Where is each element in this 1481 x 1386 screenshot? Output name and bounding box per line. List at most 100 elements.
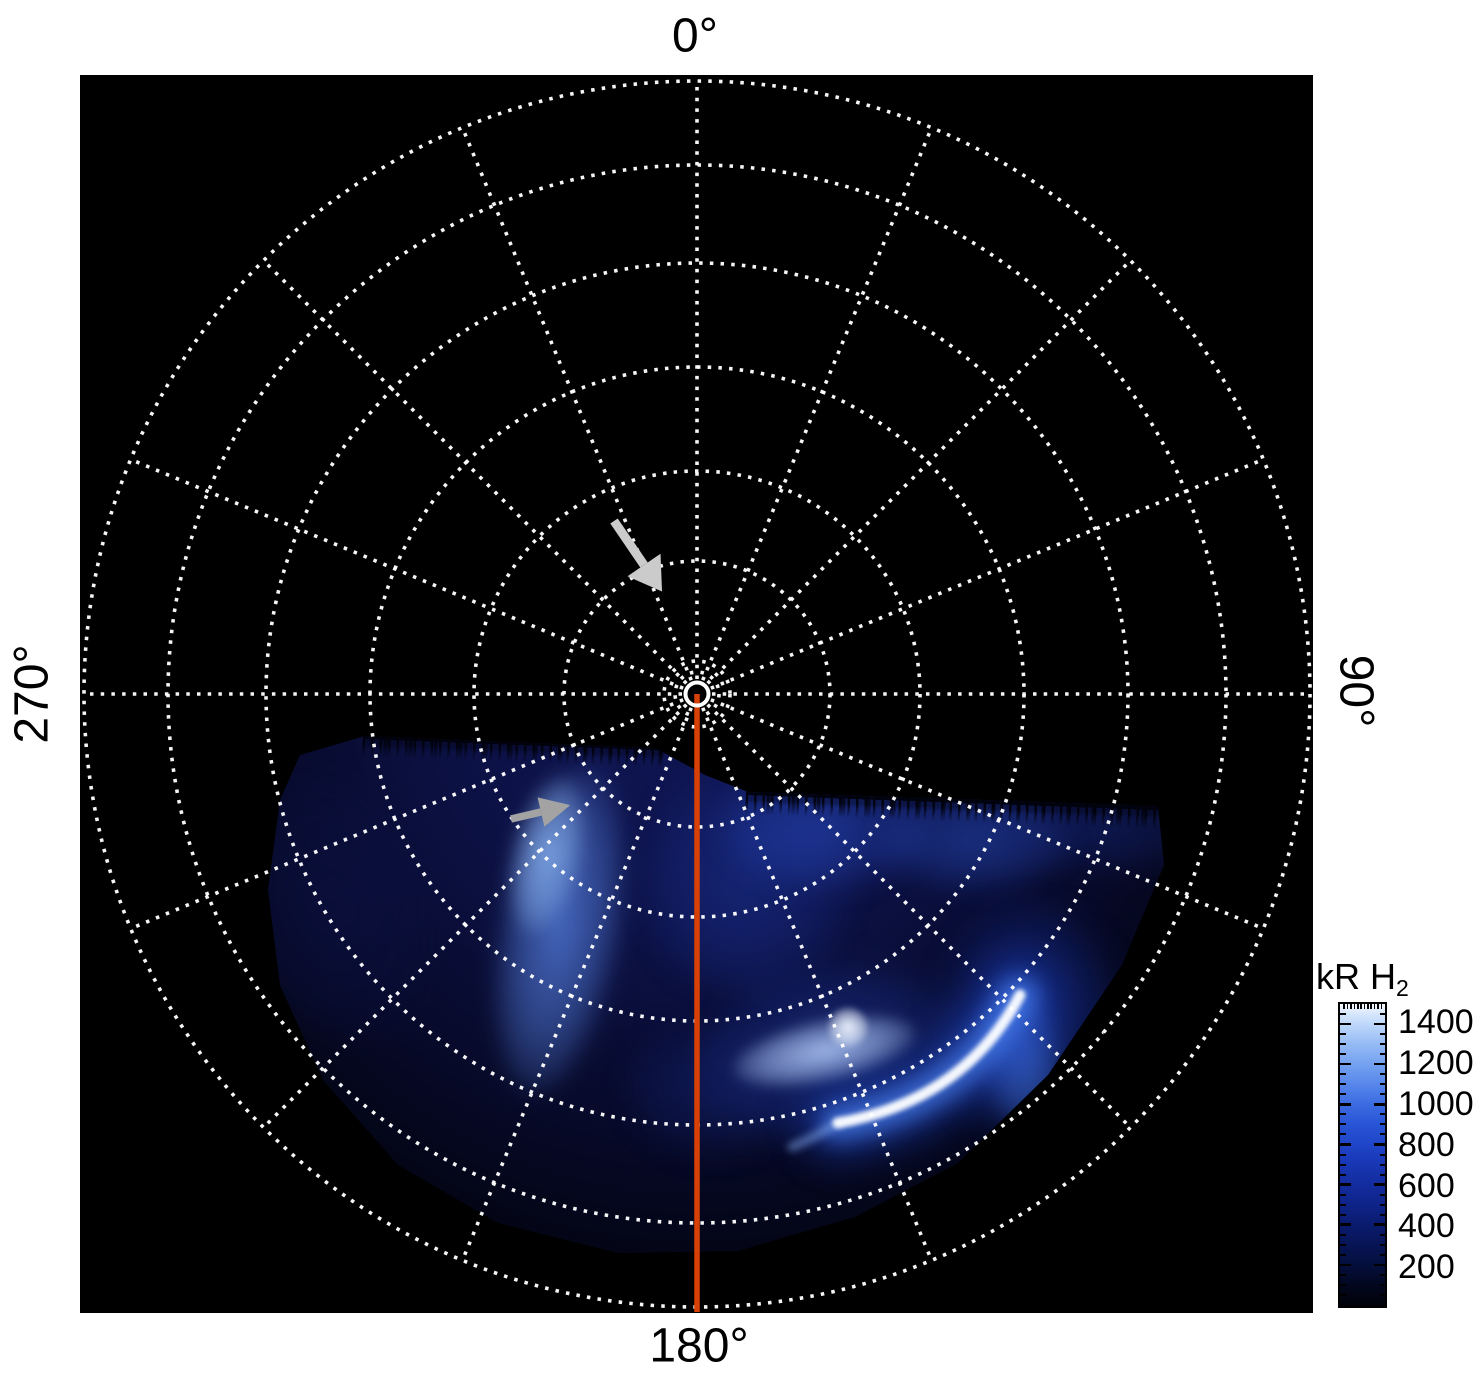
colorbar-tick [1340, 1163, 1346, 1166]
colorbar-tick [1374, 1022, 1385, 1026]
colorbar-tick [1340, 1083, 1346, 1086]
colorbar-tick [1379, 1283, 1385, 1286]
colorbar-tick-label: 200 [1398, 1248, 1455, 1287]
colorbar-tick [1340, 1153, 1346, 1156]
grid-spoke [706, 259, 1132, 685]
colorbar-top-tick [1356, 1004, 1359, 1009]
colorbar-tick [1340, 1183, 1351, 1186]
colorbar-tick [1379, 1013, 1385, 1016]
colorbar-tick [1374, 1183, 1385, 1186]
colorbar-tick [1340, 1243, 1346, 1246]
colorbar-tick [1374, 1062, 1385, 1066]
grid-spoke [460, 707, 693, 1262]
grid-spoke [460, 126, 693, 681]
colorbar-tick [1340, 1273, 1346, 1276]
colorbar-title-main: kR H [1316, 956, 1396, 997]
colorbar-tick [1340, 1013, 1346, 1016]
colorbar-tick [1379, 1273, 1385, 1276]
polar-grid [82, 79, 1312, 1312]
colorbar-tick-label: 1000 [1398, 1085, 1474, 1123]
annotation-arrow-shaft [510, 808, 542, 823]
grid-spoke [129, 457, 684, 690]
colorbar-tick [1379, 1173, 1385, 1176]
colorbar-tick [1379, 1073, 1385, 1076]
colorbar-tick-label: 600 [1398, 1166, 1455, 1205]
colorbar-tick [1379, 1093, 1385, 1096]
colorbar-tick [1379, 1053, 1385, 1056]
colorbar-tick [1379, 1213, 1385, 1216]
colorbar-tick [1340, 1093, 1346, 1096]
colorbar-tick [1340, 1193, 1346, 1196]
colorbar-tick [1340, 1233, 1346, 1236]
colorbar-tick [1374, 1143, 1385, 1146]
grid-spoke [262, 259, 688, 685]
colorbar-tick [1340, 1173, 1346, 1176]
colorbar-top-tick [1373, 1004, 1376, 1009]
colorbar-tick [1340, 1053, 1346, 1056]
colorbar-tick-label: 1200 [1398, 1044, 1474, 1083]
colorbar-tick-label: 1400 [1398, 1003, 1474, 1042]
colorbar-tick [1379, 1293, 1385, 1296]
grid-circle [662, 659, 732, 729]
colorbar-tick [1340, 1263, 1351, 1267]
colorbar-tick [1340, 1253, 1346, 1256]
colorbar-top-tick [1343, 1004, 1345, 1009]
colorbar-top-tick [1367, 1004, 1369, 1009]
annotation-arrow-head [537, 797, 571, 827]
grid-spoke [262, 703, 688, 1129]
colorbar-tick [1340, 1073, 1346, 1076]
colorbar-tick [1379, 1153, 1385, 1156]
colorbar-top-tick [1363, 1004, 1366, 1009]
colorbar-top-tick [1353, 1004, 1356, 1009]
colorbar-tick-label: 800 [1398, 1125, 1455, 1164]
colorbar-top-tick [1346, 1004, 1349, 1009]
colorbar-tick [1379, 1233, 1385, 1236]
annotation-arrow-head [627, 553, 663, 592]
colorbar [1338, 1002, 1387, 1308]
grid-circle [82, 79, 1312, 1309]
colorbar-tick [1340, 1123, 1346, 1126]
angle-label-270: 270° [5, 644, 59, 744]
colorbar-top-tick [1370, 1004, 1373, 1009]
colorbar-tick [1379, 1083, 1385, 1086]
aurora-main-arc [787, 960, 1055, 1158]
colorbar-tick [1340, 1283, 1346, 1286]
colorbar-tick [1340, 1133, 1346, 1136]
colorbar-tick [1340, 1203, 1346, 1206]
grid-spoke [701, 707, 934, 1262]
colorbar-tick [1340, 1033, 1346, 1036]
colorbar-tick [1379, 1033, 1385, 1036]
grid-spoke [710, 457, 1265, 690]
colorbar-top-tick [1350, 1004, 1352, 1009]
colorbar-tick [1379, 1163, 1385, 1166]
colorbar-tick [1379, 1203, 1385, 1206]
colorbar-tick [1340, 1143, 1351, 1146]
colorbar-top-tick [1380, 1004, 1383, 1009]
colorbar-tick [1379, 1113, 1385, 1116]
colorbar-tick [1340, 1293, 1346, 1296]
colorbar-tick [1379, 1123, 1385, 1126]
colorbar-tick [1340, 1223, 1351, 1226]
colorbar-title: kR H2 [1316, 956, 1409, 1002]
colorbar-tick [1340, 1043, 1346, 1046]
colorbar-tick [1379, 1043, 1385, 1046]
colorbar-tick [1340, 1213, 1346, 1216]
angle-label-180: 180° [649, 1319, 749, 1373]
angle-label-90: 90° [1329, 654, 1383, 728]
angle-label-0: 0° [672, 9, 718, 63]
colorbar-top-tick [1360, 1004, 1362, 1009]
grid-circle [472, 469, 922, 919]
colorbar-tick [1379, 1243, 1385, 1246]
colorbar-tick [1379, 1133, 1385, 1136]
colorbar-tick-label: 400 [1398, 1207, 1455, 1246]
colorbar-tick [1374, 1103, 1385, 1106]
colorbar-tick [1374, 1223, 1385, 1226]
grid-spoke [706, 703, 1132, 1129]
colorbar-tick [1379, 1253, 1385, 1256]
colorbar-tick [1340, 1103, 1351, 1106]
colorbar-tick [1340, 1022, 1351, 1026]
colorbar-tick [1379, 1193, 1385, 1196]
colorbar-tick [1374, 1263, 1385, 1267]
grid-spoke [129, 698, 684, 931]
annotation-arrow-shaft [610, 518, 648, 568]
